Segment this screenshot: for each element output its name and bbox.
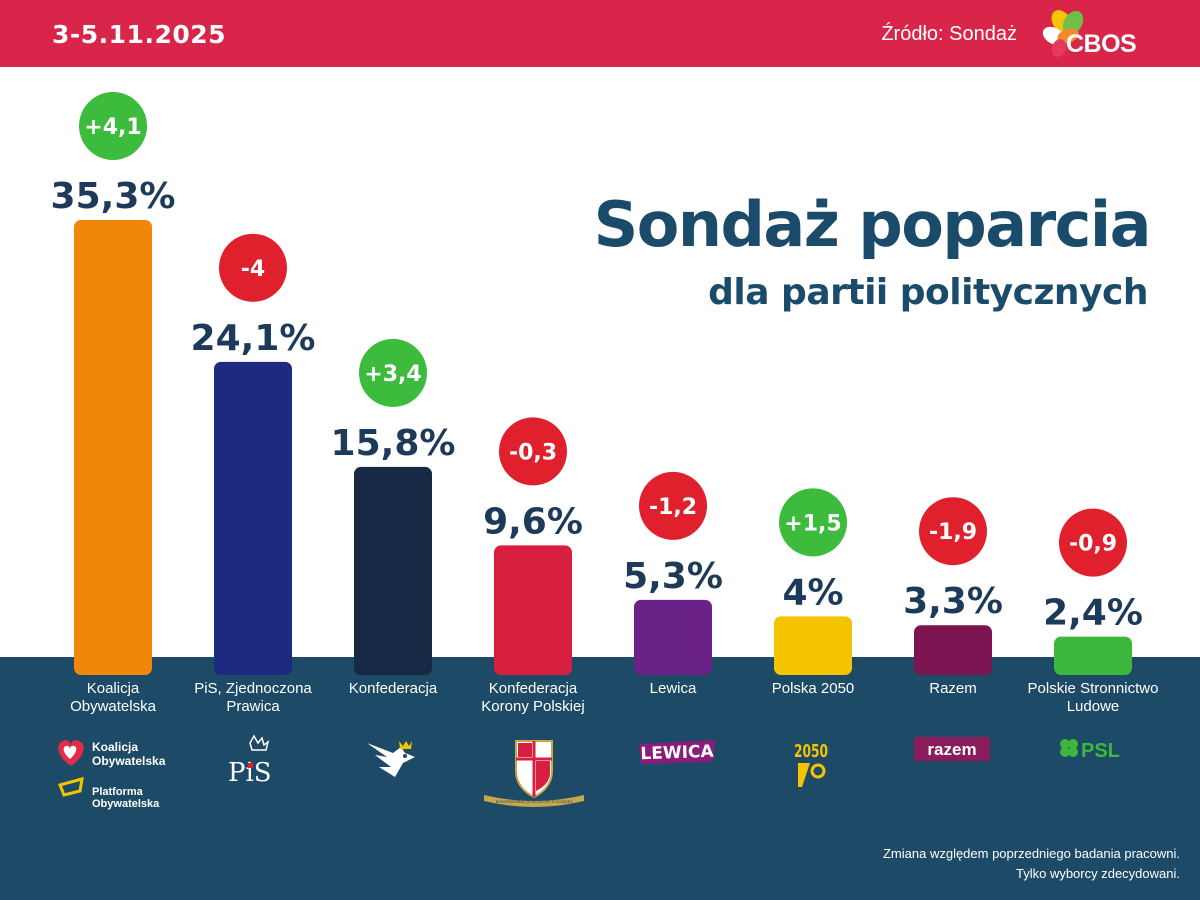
change-badge-3 <box>359 338 427 407</box>
change-badge-5 <box>639 471 707 540</box>
category-label-line: Polskie Stronnictwo <box>1027 680 1159 697</box>
chart-subtitle: dla partii politycznych <box>708 272 1148 313</box>
category-label-line: Polska 2050 <box>771 680 855 697</box>
bar-5 <box>634 599 712 675</box>
category-label-line: Konfederacja <box>488 680 578 697</box>
bar-1 <box>74 220 152 675</box>
bar-4 <box>494 545 572 675</box>
category-label-line: Ludowe <box>1066 698 1120 715</box>
value-label-4: 9,6% <box>483 501 583 542</box>
cbos-logo: CBOS <box>1040 6 1150 62</box>
po-logo-line1: Platforma <box>92 786 144 798</box>
category-label-6: Polska 2050 <box>723 680 903 698</box>
category-label-8: Polskie Stronnictwo Ludowe <box>1003 680 1183 716</box>
value-label-3: 15,8% <box>331 423 456 464</box>
source-label: Źródło: <box>881 23 944 45</box>
cbos-logo-text: CBOS <box>1066 30 1137 58</box>
change-label-6: +1,5 <box>784 511 841 536</box>
category-label-7: Razem <box>863 680 1043 698</box>
value-label-2: 24,1% <box>191 318 316 359</box>
change-badge-1 <box>79 92 147 160</box>
psl-logo-text: PSL <box>1081 740 1120 762</box>
value-label-7: 3,3% <box>903 581 1003 622</box>
change-label-3: +3,4 <box>364 362 421 387</box>
party-logo-razem: razem <box>914 737 990 761</box>
value-label-6: 4% <box>782 572 843 613</box>
value-label-8: 2,4% <box>1043 593 1143 634</box>
change-label-7: -1,9 <box>929 520 977 545</box>
change-badge-2 <box>219 233 287 302</box>
lewica-logo-text: LEWICA <box>640 742 715 765</box>
category-label-4: Konfederacja Korony Polskiej <box>443 680 623 716</box>
ko-logo-line2: Obywatelska <box>92 754 166 768</box>
change-label-2: -4 <box>241 257 265 282</box>
source-text: Źródło: Sondaż <box>881 23 1017 46</box>
category-label-1: Koalicja Obywatelska <box>23 680 203 716</box>
chart-title: Sondaż poparcia <box>593 188 1152 261</box>
pis-logo-text: PiS <box>228 758 272 788</box>
po-logo-line2: Obywatelska <box>92 798 160 810</box>
category-label-line: Razem <box>929 680 977 697</box>
change-badge-8 <box>1059 508 1127 577</box>
category-label-line: Korony Polskiej <box>481 698 585 715</box>
change-badge-7 <box>919 497 987 566</box>
category-label-line: Konfederacja <box>348 680 438 697</box>
razem-logo-text: razem <box>927 740 976 759</box>
change-label-4: -0,3 <box>509 440 557 465</box>
cbos-logo-icon <box>1042 10 1084 57</box>
party-logo-psl: PSL <box>1060 739 1120 762</box>
category-label-5: Lewica <box>583 680 763 698</box>
change-label-1: +4,1 <box>84 115 141 140</box>
change-label-5: -1,2 <box>649 495 697 520</box>
bar-7 <box>914 625 992 675</box>
party-logo-lewica: LEWICA <box>639 740 715 765</box>
party-logo-konfederacja <box>367 741 415 777</box>
category-label-line: Lewica <box>649 680 697 697</box>
poll-date: 3-5.11.2025 <box>52 20 227 49</box>
footer-band <box>0 657 1200 900</box>
footnote-voters: Tylko wyborcy zdecydowani. <box>1015 866 1180 881</box>
ko-logo-line1: Koalicja <box>92 740 138 754</box>
change-badge-4 <box>499 417 567 486</box>
category-label-line: Koalicja <box>86 680 140 697</box>
category-label-2: PiS, Zjednoczona Prawica <box>163 680 343 716</box>
value-label-1: 35,3% <box>51 176 176 217</box>
bar-3 <box>354 466 432 675</box>
change-label-8: -0,9 <box>1069 532 1117 557</box>
kkp-ribbon-text: KONFEDERACJA KORONY POLSKIEJ <box>496 799 573 804</box>
footnote-change: Zmiana względem poprzedniego badania pra… <box>882 846 1180 861</box>
party-logo-kkp: KONFEDERACJA KORONY POLSKIEJ <box>484 740 584 807</box>
value-label-5: 5,3% <box>623 556 723 597</box>
party-logo-ko: Koalicja Obywatelska Platforma Obywatels… <box>57 740 166 810</box>
source-value: Sondaż <box>949 23 1017 45</box>
category-label-3: Konfederacja <box>303 680 483 698</box>
bar-6 <box>774 616 852 675</box>
party-logo-pis: PiS <box>228 734 272 788</box>
category-label-line: Obywatelska <box>70 698 156 715</box>
bar-8 <box>1054 636 1132 675</box>
category-label-line: Prawica <box>226 698 280 715</box>
polska2050-logo-text: 2050 <box>794 741 828 762</box>
bar-2 <box>214 361 292 675</box>
header-bar: 3-5.11.2025 Źródło: Sondaż CBOS <box>0 0 1200 67</box>
category-label-line: PiS, Zjednoczona <box>194 680 312 697</box>
change-badge-6 <box>779 488 847 557</box>
party-logo-polska2050: 2050 <box>794 741 828 787</box>
